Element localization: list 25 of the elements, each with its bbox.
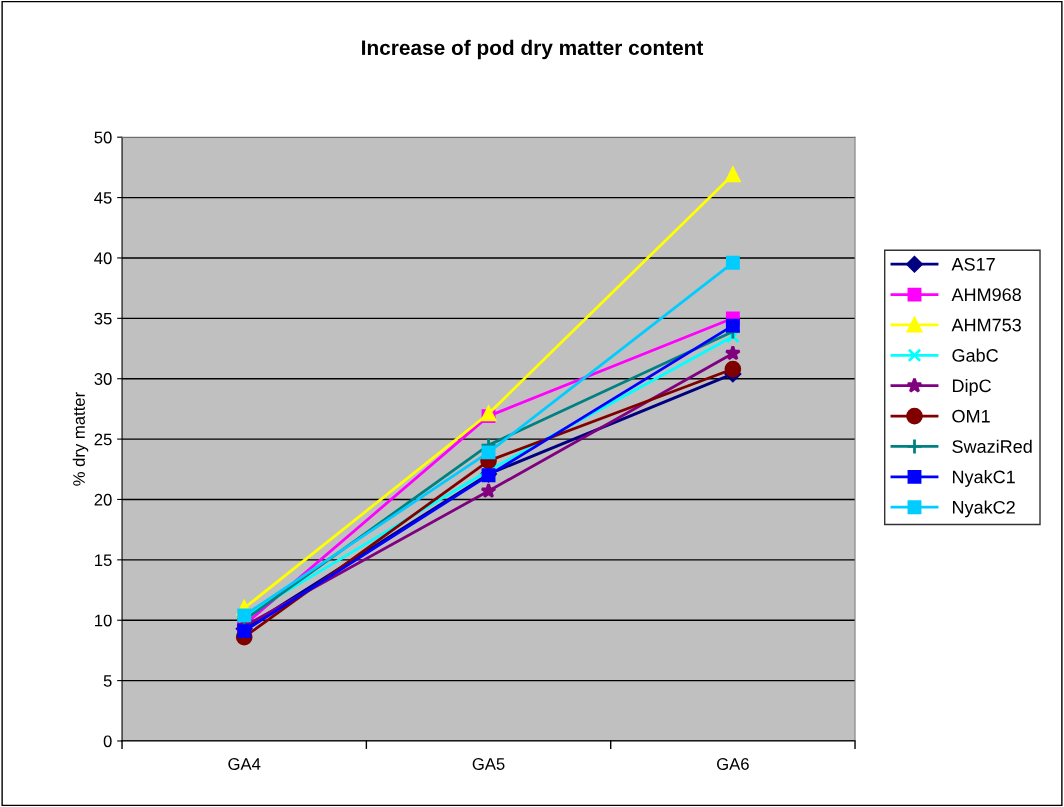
y-tick-label: 20 <box>94 493 112 506</box>
y-tick-label: 45 <box>94 192 112 204</box>
legend-label: SwaziRed <box>952 439 1032 453</box>
x-tick-label: GA4 <box>228 758 261 770</box>
legend-label: GabC <box>952 348 998 362</box>
y-axis-title: % dry matter <box>72 392 89 486</box>
legend-label: OM1 <box>952 409 990 423</box>
x-tick-label: GA6 <box>717 758 749 770</box>
y-tick-label: 10 <box>95 614 112 627</box>
y-tick-label: 25 <box>94 433 112 446</box>
y-tick-label: 0 <box>103 735 112 748</box>
y-tick-label: 15 <box>95 554 112 567</box>
legend-label: NyakC2 <box>952 500 1015 518</box>
chart-title: Increase of pod dry matter content <box>362 39 704 60</box>
y-tick-label: 40 <box>94 252 112 265</box>
y-tick-label: 35 <box>94 312 112 325</box>
x-tick-label: GA5 <box>472 758 505 770</box>
legend-label: AS17 <box>951 257 995 271</box>
y-tick-label: 30 <box>94 373 112 385</box>
legend-label: DipC <box>952 378 991 396</box>
legend-label: AHM753 <box>951 318 1021 332</box>
y-tick-label: 5 <box>103 675 112 687</box>
legend-label: NyakC1 <box>952 470 1015 487</box>
legend-label: AHM968 <box>951 288 1021 302</box>
y-tick-label: 50 <box>94 131 112 144</box>
